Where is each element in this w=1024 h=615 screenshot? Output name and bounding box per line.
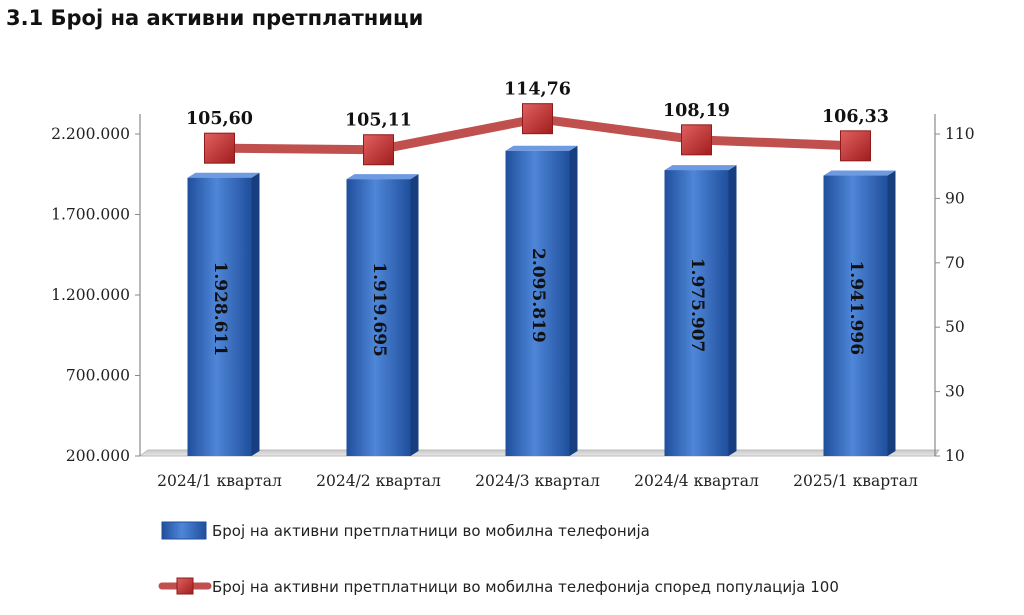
legend-bar-swatch: [161, 521, 207, 540]
line-point-marker: [840, 130, 871, 162]
bar-top: [664, 165, 737, 171]
bar-data-label: 1.928.611: [210, 262, 230, 357]
page-title: 3.1 Број на активни претплатници: [6, 6, 424, 30]
legend-line-marker: [176, 577, 194, 595]
left-axis-tick-label: 1.200.000: [51, 286, 130, 304]
x-axis-category-label: 2024/4 квартал: [634, 472, 759, 490]
bar-side: [410, 174, 419, 457]
bar-side: [569, 145, 578, 457]
line-data-label: 105,11: [345, 111, 412, 131]
line-point-marker: [522, 103, 553, 135]
bar-top: [823, 170, 896, 176]
bar-side: [251, 172, 260, 456]
line-point-marker: [363, 134, 394, 166]
legend-bar-label: Број на активни претплатници во мобилна …: [212, 522, 650, 540]
line-data-label: 105,60: [186, 109, 253, 129]
bar-top: [187, 172, 260, 178]
left-axis-tick-label: 200.000: [66, 447, 130, 465]
right-axis-tick-label: 110: [945, 125, 975, 143]
bar-data-label: 1.941.996: [846, 260, 866, 355]
x-axis-category-label: 2024/3 квартал: [475, 472, 600, 490]
bar-top: [505, 145, 578, 151]
bar-data-label: 1.975.907: [687, 258, 707, 353]
bar: [187, 177, 252, 456]
left-axis-tick-label: 2.200.000: [51, 125, 130, 143]
bar: [664, 170, 729, 456]
bar-side: [728, 165, 737, 456]
bar: [505, 150, 570, 457]
bar-data-label: 2.095.819: [528, 248, 548, 343]
line-point-marker: [681, 124, 712, 156]
bar-data-label: 1.919.695: [369, 262, 389, 357]
bar-top: [346, 174, 419, 180]
right-axis-tick-label: 30: [945, 383, 965, 401]
bar-side: [887, 170, 896, 457]
right-axis-tick-label: 70: [945, 254, 965, 272]
line-point-marker: [204, 132, 235, 164]
x-axis-category-label: 2024/2 квартал: [316, 472, 441, 490]
left-axis-tick-label: 700.000: [66, 367, 130, 385]
left-axis-tick-label: 1.700.000: [51, 206, 130, 224]
bar: [346, 179, 411, 457]
line-data-label: 106,33: [822, 107, 889, 127]
right-axis-tick-label: 50: [945, 318, 965, 336]
bar: [823, 175, 888, 457]
legend-line-label: Број на активни претплатници во мобилна …: [212, 578, 839, 596]
x-axis-category-label: 2024/1 квартал: [157, 472, 282, 490]
x-axis-category-label: 2025/1 квартал: [793, 472, 918, 490]
right-axis-tick-label: 10: [945, 447, 965, 465]
line-data-label: 114,76: [504, 80, 571, 100]
right-axis-tick-label: 90: [945, 189, 965, 207]
line-data-label: 108,19: [663, 101, 730, 121]
